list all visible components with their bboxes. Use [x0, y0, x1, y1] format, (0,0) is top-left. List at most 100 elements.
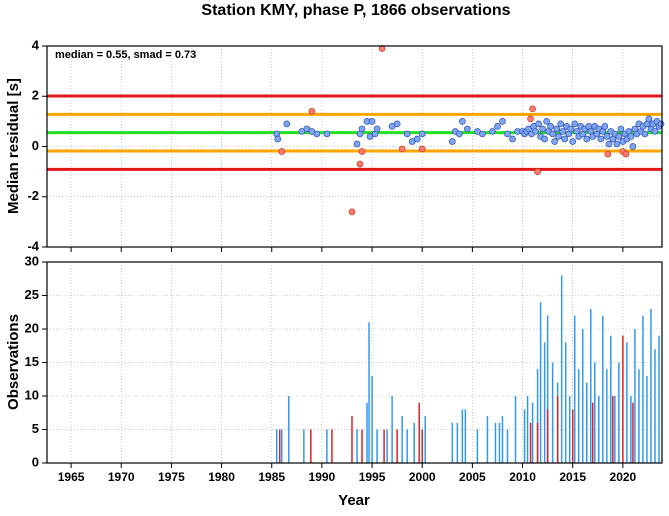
data-point: [418, 130, 426, 138]
bar: [526, 396, 529, 463]
y-tick-label: 20: [25, 320, 39, 335]
bar: [634, 329, 636, 463]
bar: [536, 422, 539, 463]
data-point: [494, 123, 501, 130]
plot-area: -4 -2 0 2 4: [27, 37, 665, 253]
data-point: [489, 128, 496, 135]
bar: [461, 409, 464, 463]
bar: [543, 342, 546, 463]
data-point: [617, 125, 625, 133]
y-tick-label: 10: [25, 387, 39, 402]
data-point: [323, 130, 331, 138]
data-point: [543, 118, 550, 125]
bar: [573, 315, 576, 463]
bar: [560, 275, 563, 463]
bar: [331, 429, 333, 463]
bar: [464, 409, 467, 463]
x-tick-label: 1995: [359, 470, 386, 484]
bar: [418, 402, 420, 463]
bar: [288, 396, 290, 463]
bar: [361, 429, 363, 463]
data-point: [597, 135, 605, 143]
data-point: [547, 123, 554, 130]
bar: [632, 402, 634, 463]
bar: [568, 396, 571, 463]
bar: [424, 416, 426, 463]
bar: [371, 375, 373, 463]
bar: [494, 422, 497, 463]
x-tick-label: 2010: [509, 470, 536, 484]
data-point: [403, 130, 411, 138]
bar: [556, 396, 559, 463]
bar: [646, 375, 648, 463]
bar: [303, 429, 305, 463]
y-tick-label: 0: [32, 138, 39, 153]
y-tick-label: -4: [27, 238, 39, 253]
data-point: [504, 130, 511, 138]
bar: [396, 429, 398, 463]
x-tick-label: 2000: [409, 470, 436, 484]
bar: [275, 429, 278, 463]
bar: [598, 396, 600, 463]
data-point: [571, 120, 579, 128]
bar: [612, 396, 614, 463]
bar: [551, 362, 554, 463]
data-point: [613, 140, 621, 148]
x-axis-label: Year: [338, 492, 370, 509]
y-tick-label: 0: [32, 454, 39, 469]
x-tick-label: 1985: [258, 470, 285, 484]
y-tick-label: 5: [32, 421, 39, 436]
bar: [654, 349, 656, 463]
bar: [626, 342, 628, 463]
data-point: [479, 130, 486, 138]
x-tick-label: 1965: [58, 470, 85, 484]
bar: [546, 409, 549, 463]
bar: [456, 422, 459, 463]
data-point: [464, 125, 471, 133]
data-point: [459, 118, 466, 125]
data-point: [567, 125, 575, 133]
bar: [310, 429, 312, 463]
bar: [501, 416, 504, 463]
data-point: [535, 120, 542, 128]
bar: [564, 342, 567, 463]
data-point: [615, 133, 623, 140]
data-point: [557, 120, 565, 128]
data-point: [455, 130, 463, 138]
bar: [368, 322, 370, 463]
bar: [279, 429, 281, 463]
data-point: [413, 135, 421, 143]
bar: [351, 416, 353, 463]
data-point: [561, 135, 569, 143]
data-point: [549, 130, 556, 138]
data-point: [603, 133, 611, 140]
data-point: [358, 148, 366, 155]
data-point: [539, 125, 546, 133]
bar: [486, 416, 489, 463]
bar: [536, 369, 539, 463]
bar: [546, 315, 549, 463]
data-point: [308, 107, 316, 115]
data-point: [551, 138, 559, 145]
data-point: [569, 138, 577, 145]
bar: [630, 396, 632, 463]
bar: [376, 429, 378, 463]
data-point: [353, 140, 361, 148]
x-tick-label: 1980: [208, 470, 235, 484]
data-point: [657, 120, 665, 128]
data-point: [448, 138, 456, 145]
y-axis-label: Observations: [5, 314, 22, 410]
bar: [421, 429, 423, 463]
bar: [571, 409, 574, 463]
plot-frame: [46, 45, 663, 248]
y-tick-label: -2: [27, 188, 39, 203]
plot-frame: [46, 261, 663, 464]
x-tick-label: 1970: [108, 470, 135, 484]
bar: [523, 409, 526, 463]
bar: [610, 335, 612, 463]
data-point: [651, 128, 659, 135]
bar: [594, 362, 596, 463]
bar: [498, 422, 501, 463]
bar: [451, 422, 454, 463]
data-point: [532, 128, 539, 135]
